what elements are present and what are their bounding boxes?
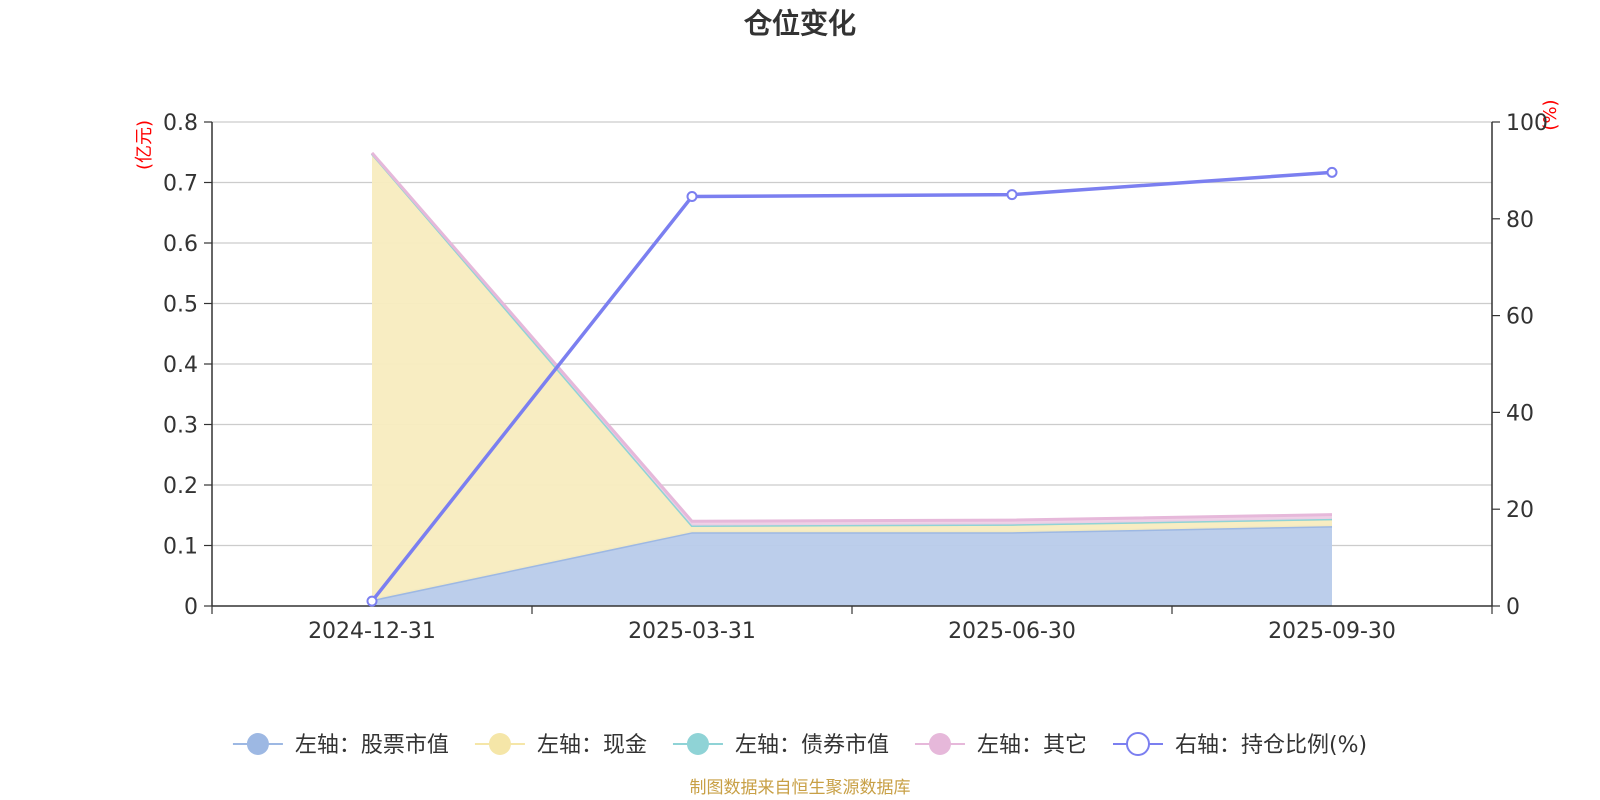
- left-axis-unit: (亿元): [134, 120, 155, 170]
- right-axis-tick-label: 60: [1506, 305, 1534, 330]
- ratio-line: [366, 166, 1338, 607]
- legend-dot-icon: [928, 733, 951, 755]
- chart-title: 仓位变化: [744, 7, 856, 40]
- left-axis-tick-label: 0.2: [163, 474, 198, 499]
- source-note: 制图数据来自恒生聚源数据库: [690, 778, 911, 798]
- right-axis-tick-label: 20: [1506, 498, 1534, 523]
- left-axis-tick-label: 0.3: [163, 414, 198, 439]
- legend-item-label: 左轴：其它: [977, 733, 1087, 758]
- left-axis-tick-label: 0.6: [163, 232, 198, 257]
- ratio-data-point: [1006, 189, 1018, 201]
- legend-hollow-dot-icon: [1125, 732, 1150, 756]
- legend-item-label: 左轴：债券市值: [735, 733, 889, 758]
- legend-dot-icon: [686, 733, 709, 755]
- right-axis-tick-label: 40: [1506, 401, 1534, 426]
- left-axis-tick-label: 0.1: [163, 535, 198, 560]
- legend-item-label: 右轴：持仓比例(%): [1175, 733, 1367, 758]
- x-axis-tick-label: 2024-12-31: [308, 619, 436, 644]
- ratio-data-point: [686, 191, 698, 203]
- area-fill: [372, 153, 1332, 600]
- right-axis-unit: (%): [1540, 99, 1561, 130]
- x-axis-tick-label: 2025-09-30: [1268, 619, 1396, 644]
- area-fill: [372, 526, 1332, 606]
- legend: 左轴：股票市值 左轴：现金 左轴：债券市值 左轴：其它 右轴：持仓比例(%): [232, 732, 1367, 758]
- legend-item-label: 左轴：股票市值: [295, 733, 449, 758]
- legend-dot-icon: [246, 733, 269, 755]
- left-axis-tick-label: 0.8: [163, 111, 198, 136]
- right-axis-tick-label: 80: [1506, 208, 1534, 233]
- area-series-line: [370, 151, 1333, 523]
- right-axis-tick-label: 0: [1506, 595, 1520, 620]
- left-axis-tick-label: 0.5: [163, 293, 198, 318]
- left-axis-tick-label: 0.4: [163, 353, 198, 378]
- left-axis-tick-label: 0.7: [163, 172, 198, 197]
- legend-dot-icon: [488, 733, 511, 755]
- right-axis-tick-label: 100: [1506, 111, 1548, 136]
- x-axis-tick-label: 2025-03-31: [628, 619, 756, 644]
- ratio-data-point: [1326, 166, 1338, 178]
- stacked-areas: [370, 151, 1333, 606]
- legend-item-label: 左轴：现金: [537, 733, 647, 758]
- area-fill: [372, 152, 1332, 526]
- x-axis-tick-label: 2025-06-30: [948, 619, 1076, 644]
- axes: 0 0.1 0.2 0.3 0.4 0.5 0.6 0.7 0.8 0 20 40 60 80 100 202…: [163, 111, 1548, 644]
- left-axis-tick-label: 0: [184, 595, 198, 620]
- ratio-data-point: [366, 595, 378, 607]
- ratio-series-line: [370, 170, 1333, 603]
